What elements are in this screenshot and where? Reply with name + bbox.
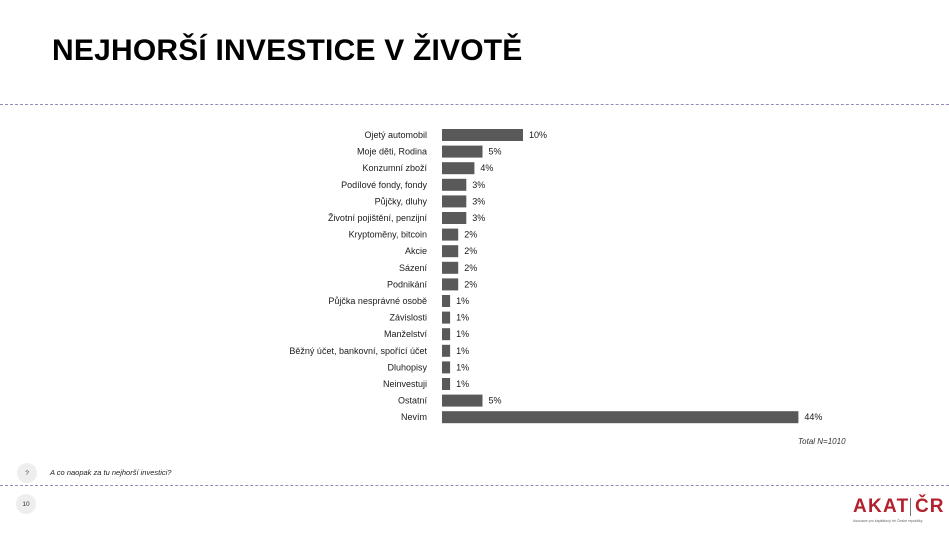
logo-tagline: Asociace pro kapitálový trh České republ… xyxy=(853,519,923,523)
bar xyxy=(442,162,475,175)
bar xyxy=(442,195,467,208)
bar xyxy=(442,145,483,158)
value-label: 1% xyxy=(456,329,469,339)
value-label: 2% xyxy=(464,246,477,256)
bar xyxy=(442,295,451,307)
category-label: Ostatní xyxy=(398,396,428,406)
category-label: Ojetý automobil xyxy=(364,130,427,140)
value-label: 3% xyxy=(472,213,485,223)
category-label: Životní pojištění, penzijní xyxy=(328,213,428,223)
bar xyxy=(442,129,523,141)
category-label: Dluhopisy xyxy=(387,362,427,372)
total-note: Total N=1010 xyxy=(798,437,846,446)
value-label: 1% xyxy=(456,313,469,323)
bar xyxy=(442,245,459,258)
value-label: 3% xyxy=(472,180,485,190)
category-label: Nevím xyxy=(401,412,427,422)
bar xyxy=(442,411,799,424)
value-label: 44% xyxy=(804,412,822,422)
logo-right-text: ČR xyxy=(915,496,945,517)
category-label: Kryptoměny, bitcoin xyxy=(349,230,427,240)
akat-logo: AKAT ČR Asociace pro kapitálový trh Česk… xyxy=(853,496,943,527)
bar xyxy=(442,344,451,357)
bar xyxy=(442,394,483,407)
category-label: Moje děti, Rodina xyxy=(357,147,427,157)
bar xyxy=(442,212,467,224)
bar xyxy=(442,311,451,324)
question-text: A co naopak za tu nejhorší investici? xyxy=(50,468,172,477)
category-label: Sázení xyxy=(399,263,428,273)
value-label: 4% xyxy=(480,163,493,173)
bottom-divider xyxy=(0,485,949,486)
value-label: 5% xyxy=(489,396,502,406)
logo-separator xyxy=(910,498,911,516)
category-label: Akcie xyxy=(405,246,427,256)
value-label: 1% xyxy=(456,379,469,389)
bar xyxy=(442,328,451,341)
value-label: 1% xyxy=(456,346,469,356)
category-label: Běžný účet, bankovní, spořící účet xyxy=(289,346,427,356)
bar xyxy=(442,261,459,274)
logo-left-text: AKAT xyxy=(853,496,910,517)
category-label: Půjčky, dluhy xyxy=(375,196,428,206)
category-label: Neinvestuji xyxy=(383,379,427,389)
category-label: Podílové fondy, fondy xyxy=(341,180,427,190)
category-label: Podnikání xyxy=(387,279,428,289)
category-label: Půjčka nesprávné osobě xyxy=(328,296,427,306)
bar xyxy=(442,178,467,191)
category-label: Závislosti xyxy=(389,313,427,323)
question-badge: ? xyxy=(17,463,37,483)
category-label: Manželství xyxy=(384,329,428,339)
value-label: 1% xyxy=(456,362,469,372)
value-label: 2% xyxy=(464,279,477,289)
value-label: 2% xyxy=(464,263,477,273)
value-label: 5% xyxy=(489,147,502,157)
page-title: NEJHORŠÍ INVESTICE V ŽIVOTĚ xyxy=(52,34,523,67)
top-divider xyxy=(0,104,949,105)
bar xyxy=(442,228,459,241)
category-label: Konzumní zboží xyxy=(362,163,427,173)
bar xyxy=(442,378,451,390)
bar-chart: Ojetý automobil 10% Moje děti, Rodina 5% Kon… xyxy=(289,129,822,424)
page-number-badge: 10 xyxy=(16,494,36,514)
value-label: 1% xyxy=(456,296,469,306)
bar xyxy=(442,361,451,374)
value-label: 10% xyxy=(529,130,547,140)
value-label: 2% xyxy=(464,230,477,240)
value-label: 3% xyxy=(472,196,485,206)
bar xyxy=(442,278,459,291)
